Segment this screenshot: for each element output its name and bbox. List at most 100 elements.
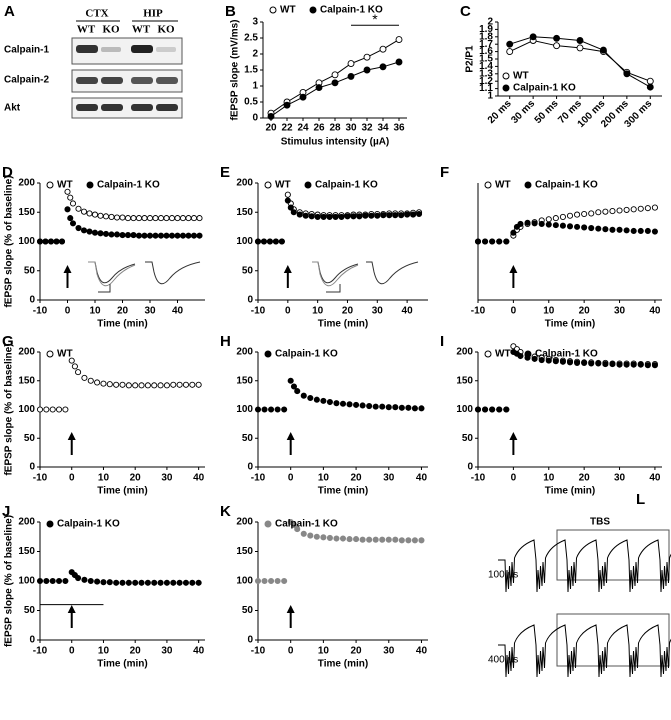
x-tick-label: 40 [193,473,205,484]
x-axis-label: Time (min) [545,319,595,330]
marker [100,380,107,387]
marker [157,579,164,586]
x-tick-label: 30 [383,646,395,657]
y-tick-label: 0 [467,462,473,473]
y-tick-label: 150 [456,375,473,386]
marker [179,215,187,222]
annotation: * [372,11,378,27]
x-axis-label: Time (min) [97,486,147,497]
x-tick-label: 32 [361,123,373,134]
legend-label: WT [280,5,296,16]
marker [529,33,537,41]
x-tick-label: 0 [65,306,71,317]
marker [268,406,275,413]
marker [489,238,496,245]
marker [630,227,637,235]
y-tick-label: 100 [18,236,35,247]
marker [130,215,137,222]
marker [281,406,288,413]
group-label: HIP [143,8,163,20]
marker [574,211,581,218]
x-tick-label: 0 [511,306,517,317]
marker [287,377,294,384]
marker [566,212,574,219]
y-tick-label: 200 [18,347,35,358]
marker [196,232,203,239]
panel-label: F [440,164,449,181]
marker [135,232,143,239]
marker [320,534,327,541]
y-tick-label: 0 [252,113,258,124]
marker [146,232,154,239]
legend-label: Calpain-1 KO [275,519,338,530]
trace-label: 400 µs [488,655,518,666]
legend-marker [502,84,510,92]
marker [296,211,303,218]
y-tick-label: 50 [462,433,474,444]
marker [559,213,566,220]
y-tick-label: 3 [252,17,258,28]
y-tick-label: 50 [242,265,254,276]
marker [559,358,566,365]
x-tick-label: 0 [511,473,517,484]
x-tick-label: -10 [471,306,486,317]
y-tick-label: 150 [18,546,35,557]
marker [299,93,307,101]
panel-label: B [225,3,236,20]
x-tick-label: 22 [281,123,293,134]
marker [254,577,262,585]
marker [307,532,314,539]
marker [138,382,145,389]
marker [503,406,510,413]
marker [386,212,393,219]
marker [630,206,637,213]
y-tick-label: 150 [236,375,253,386]
marker [392,536,399,543]
y-tick-label: 0 [29,635,35,646]
legend-label: Calpain-1 KO [315,180,378,191]
marker [320,213,327,220]
marker [326,213,333,220]
marker [157,215,165,222]
marker [581,359,588,366]
y-tick-label: 200 [236,178,253,189]
legend-label: Calpain-1 KO [535,180,598,191]
marker [344,213,351,220]
marker [141,215,148,222]
marker [185,215,192,222]
marker [125,579,132,586]
marker [268,577,275,585]
marker [416,210,423,218]
stim-arrow-head [286,432,295,440]
marker [267,112,275,120]
marker [398,404,405,411]
marker [368,212,375,219]
legend-marker [46,181,54,189]
marker [176,381,183,388]
marker [254,406,262,413]
y-tick-label: 0 [29,295,35,306]
marker [595,209,602,216]
x-tick-label: 30 [372,306,384,317]
marker [379,45,387,53]
x-tick-label: 40 [416,473,428,484]
series-line [509,36,651,88]
stim-arrow-head [67,432,76,440]
marker [68,357,75,364]
marker [80,208,88,215]
y-tick-label: 1.4 [479,61,493,72]
marker [274,406,281,413]
marker [326,534,333,541]
marker [69,200,77,207]
marker [97,230,104,237]
marker [411,405,418,412]
marker [196,215,203,222]
marker [333,535,340,542]
marker [482,238,489,245]
x-tick-label: 40 [172,306,184,317]
panel-label: G [2,333,14,350]
x-tick-label: 30 [383,473,395,484]
x-tick-label: 20 [130,473,142,484]
marker [266,238,273,245]
x-axis-label: Time (min) [318,486,368,497]
